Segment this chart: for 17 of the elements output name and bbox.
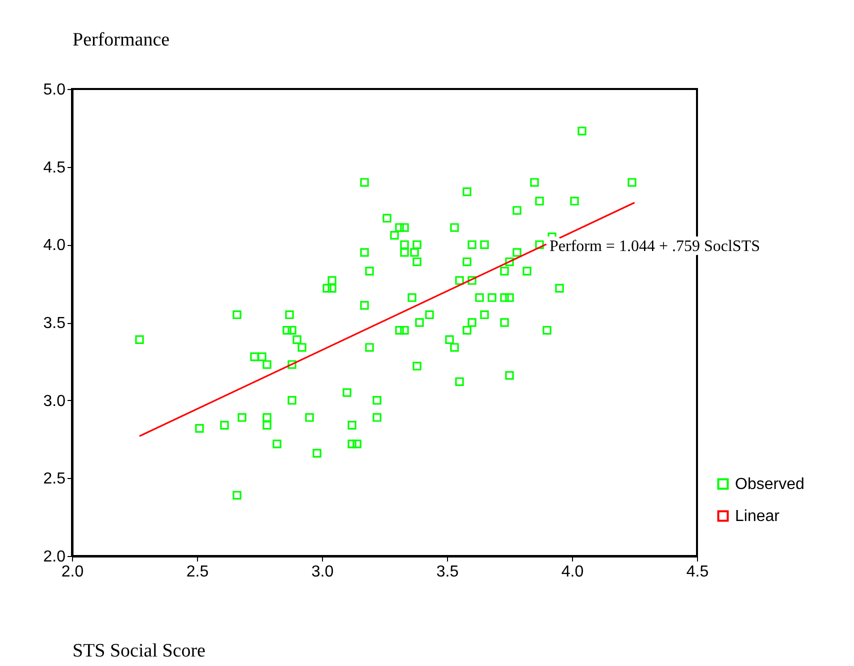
x-tick-label: 3.5: [436, 564, 459, 580]
x-tick-label: 4.0: [561, 564, 584, 580]
y-axis-title: Performance: [72, 30, 170, 50]
y-tick-label: 5.0: [43, 82, 66, 98]
y-tick-label: 3.0: [43, 392, 66, 410]
x-tick-label: 2.5: [186, 564, 209, 580]
y-tick-label: 4.5: [43, 159, 66, 176]
y-tick-label: 2.5: [43, 470, 66, 488]
legend-label: Linear: [735, 508, 780, 525]
y-tick-label: 2.0: [43, 548, 66, 566]
legend-label: Observed: [735, 476, 804, 493]
x-tick-label: 2.0: [61, 564, 84, 580]
x-axis-title: STS Social Score: [72, 640, 206, 662]
y-tick-label: 3.5: [43, 315, 66, 332]
x-tick-label: 3.0: [311, 564, 334, 580]
x-tick-label: 4.5: [686, 564, 709, 580]
y-tick-label: 4.0: [43, 237, 66, 254]
